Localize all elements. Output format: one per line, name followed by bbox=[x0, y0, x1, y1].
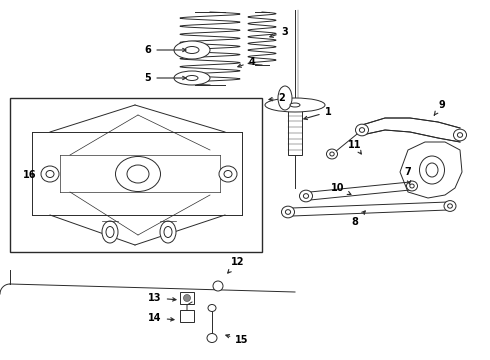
Ellipse shape bbox=[116, 157, 161, 192]
Ellipse shape bbox=[174, 71, 210, 85]
Ellipse shape bbox=[127, 165, 149, 183]
Text: 11: 11 bbox=[348, 140, 362, 154]
Ellipse shape bbox=[454, 129, 466, 141]
Polygon shape bbox=[400, 142, 462, 198]
Ellipse shape bbox=[330, 152, 334, 156]
Ellipse shape bbox=[457, 133, 463, 138]
Ellipse shape bbox=[208, 305, 216, 311]
Ellipse shape bbox=[174, 41, 210, 59]
Ellipse shape bbox=[224, 171, 232, 177]
Ellipse shape bbox=[359, 128, 365, 132]
Ellipse shape bbox=[303, 194, 309, 198]
Text: 14: 14 bbox=[148, 313, 174, 323]
Ellipse shape bbox=[447, 204, 452, 208]
Ellipse shape bbox=[356, 124, 368, 136]
Ellipse shape bbox=[326, 149, 338, 159]
Ellipse shape bbox=[219, 166, 237, 182]
Text: 6: 6 bbox=[145, 45, 186, 55]
Ellipse shape bbox=[160, 221, 176, 243]
Ellipse shape bbox=[265, 98, 325, 112]
Text: 7: 7 bbox=[405, 167, 412, 184]
Text: 8: 8 bbox=[351, 211, 365, 227]
Ellipse shape bbox=[419, 156, 444, 184]
Text: 5: 5 bbox=[145, 73, 186, 83]
Ellipse shape bbox=[444, 201, 456, 211]
Ellipse shape bbox=[426, 163, 438, 177]
Ellipse shape bbox=[213, 281, 223, 291]
Ellipse shape bbox=[46, 171, 54, 177]
Ellipse shape bbox=[207, 333, 217, 342]
Text: 2: 2 bbox=[269, 93, 285, 103]
Ellipse shape bbox=[407, 181, 417, 191]
Polygon shape bbox=[180, 310, 194, 322]
Ellipse shape bbox=[41, 166, 59, 182]
Ellipse shape bbox=[106, 226, 114, 238]
Ellipse shape bbox=[281, 206, 294, 218]
Ellipse shape bbox=[299, 190, 313, 202]
Ellipse shape bbox=[290, 103, 300, 107]
Ellipse shape bbox=[183, 294, 191, 302]
Text: 10: 10 bbox=[331, 183, 351, 194]
Bar bbox=[180, 292, 194, 304]
Ellipse shape bbox=[410, 184, 414, 188]
Text: 1: 1 bbox=[304, 107, 331, 120]
Bar bbox=[10, 98, 262, 252]
Bar bbox=[288, 105, 302, 155]
Text: 16: 16 bbox=[23, 170, 37, 180]
Ellipse shape bbox=[186, 76, 198, 81]
Text: 13: 13 bbox=[148, 293, 176, 303]
Text: 12: 12 bbox=[228, 257, 245, 273]
Ellipse shape bbox=[278, 86, 292, 110]
Text: 9: 9 bbox=[434, 100, 445, 115]
Text: 15: 15 bbox=[226, 334, 249, 345]
Ellipse shape bbox=[164, 226, 172, 238]
Ellipse shape bbox=[185, 46, 199, 54]
Ellipse shape bbox=[102, 221, 118, 243]
Text: 4: 4 bbox=[238, 57, 255, 67]
Ellipse shape bbox=[285, 210, 291, 214]
Text: 3: 3 bbox=[270, 27, 289, 37]
